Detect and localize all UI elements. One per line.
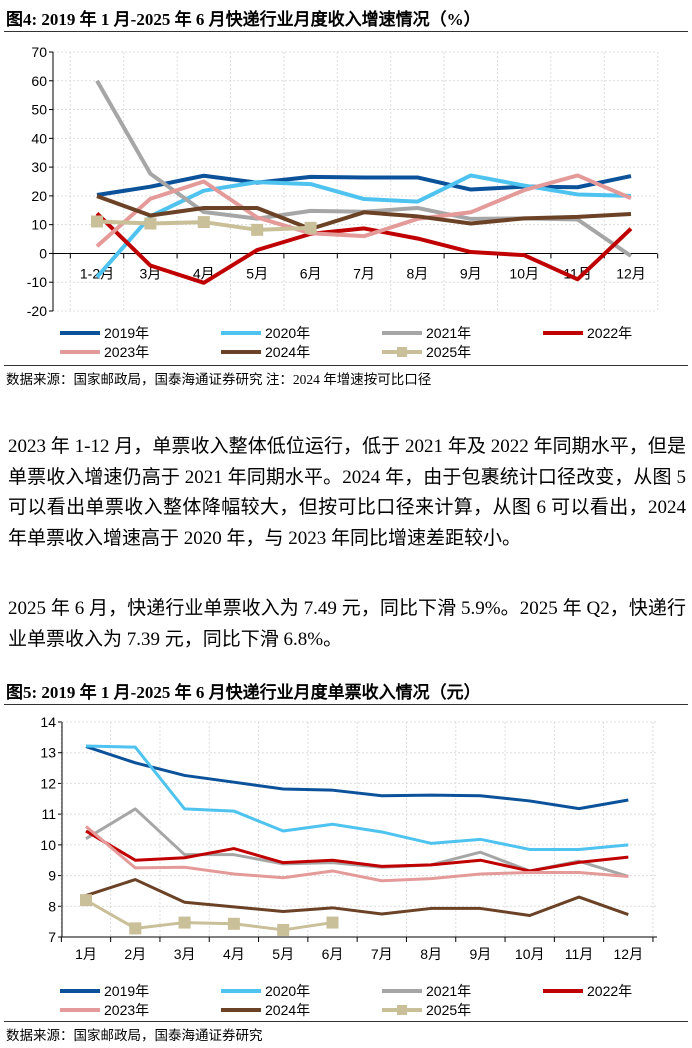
data-point — [129, 922, 142, 935]
series-line-2022年 — [85, 829, 629, 873]
data-point — [80, 894, 92, 907]
y-tick-label: 10 — [40, 837, 56, 853]
x-tick-label: 8月 — [420, 946, 442, 962]
x-tick-label: 10月 — [509, 265, 539, 281]
x-tick-label: 8月 — [407, 265, 429, 281]
data-point — [277, 923, 290, 936]
x-tick-label: 6月 — [300, 265, 322, 281]
source-rule — [4, 365, 688, 366]
y-tick-label: 7 — [48, 929, 56, 945]
legend-label: 2019年 — [104, 325, 149, 341]
legend-label: 2023年 — [104, 344, 149, 360]
data-point — [326, 916, 339, 929]
y-tick-label: 8 — [48, 898, 56, 914]
x-tick-label: 5月 — [272, 946, 294, 962]
x-tick-label: 7月 — [353, 265, 375, 281]
legend-label: 2024年 — [265, 1002, 310, 1018]
x-tick-label: 5月 — [246, 265, 268, 281]
x-tick-label: 9月 — [470, 946, 492, 962]
x-tick-label: 12月 — [614, 946, 644, 962]
y-tick-label: 30 — [31, 159, 47, 175]
data-point — [251, 223, 264, 236]
series-line-2024年 — [85, 878, 629, 917]
data-point — [197, 216, 210, 229]
source-rule — [4, 1021, 688, 1022]
series-line-2019年 — [85, 745, 629, 811]
figure-5-chart: 14 13 12 11 10 9 8 7 1月 2月 3月 4月 5月 6月 7月 8月 9月 10月 11月 12月… — [40, 714, 657, 1018]
legend-label: 2020年 — [265, 983, 310, 999]
legend-marker — [397, 347, 407, 357]
x-tick-label: 9月 — [460, 265, 482, 281]
data-point — [304, 221, 317, 234]
y-tick-label: 13 — [40, 745, 56, 761]
legend-label: 2023年 — [104, 1002, 149, 1018]
y-tick-label: 0 — [39, 245, 47, 261]
figure-5-source: 数据来源：国家邮政局，国泰海通证券研究 — [6, 1028, 263, 1043]
x-tick-label: 3月 — [140, 265, 162, 281]
legend-label: 2022年 — [587, 325, 632, 341]
x-tick-label: 10月 — [515, 946, 545, 962]
data-point — [144, 217, 157, 230]
y-tick-label: 20 — [31, 188, 47, 204]
x-tick-label: 1-2月 — [80, 265, 114, 281]
y-tick-label: 14 — [40, 714, 56, 730]
x-tick-label: 3月 — [174, 946, 196, 962]
x-tick-label: 1月 — [75, 946, 97, 962]
legend-label: 2021年 — [426, 983, 471, 999]
figure-4-title: 图4: 2019 年 1 月-2025 年 6 月快递行业月度收入增速情况（%） — [6, 10, 481, 29]
legend-marker — [397, 1005, 407, 1015]
paragraph-2: 2025 年 6 月，快递行业单票收入为 7.49 元，同比下滑 5.9%。20… — [8, 598, 686, 650]
legend-label: 2025年 — [426, 1002, 471, 1018]
paragraph-1: 2023 年 1-12 月，单票收入整体低位运行，低于 2021 年及 2022… — [8, 436, 686, 549]
figure-4-source: 数据来源：国家邮政局，国泰海通证券研究 注：2024 年增速按可比口径 — [6, 372, 432, 387]
x-tick-label: 7月 — [371, 946, 393, 962]
x-tick-label: 11月 — [565, 946, 594, 962]
y-tick-label: 11 — [41, 806, 56, 822]
legend-label: 2021年 — [426, 325, 471, 341]
data-point — [178, 916, 191, 929]
y-tick-label: 60 — [31, 73, 47, 89]
data-point — [227, 917, 240, 930]
y-tick-label: 12 — [40, 775, 56, 791]
x-tick-label: 2月 — [124, 946, 146, 962]
legend-label: 2019年 — [104, 983, 149, 999]
data-point — [91, 215, 103, 228]
x-tick-label: 6月 — [322, 946, 344, 962]
legend-label: 2022年 — [587, 983, 632, 999]
legend-label: 2024年 — [265, 344, 310, 360]
y-tick-label: -20 — [27, 303, 47, 319]
y-tick-label: 10 — [31, 217, 47, 233]
series-line-2020年 — [85, 744, 629, 851]
x-tick-label: 12月 — [616, 265, 646, 281]
figure-5-title: 图5: 2019 年 1 月-2025 年 6 月快递行业月度单票收入情况（元） — [6, 683, 481, 702]
x-tick-label: 4月 — [223, 946, 245, 962]
title-rule — [4, 31, 688, 32]
title-rule — [4, 704, 688, 705]
y-tick-label: -10 — [27, 274, 47, 290]
y-tick-label: 40 — [31, 130, 47, 146]
legend-label: 2020年 — [265, 325, 310, 341]
y-tick-label: 9 — [48, 868, 56, 884]
y-tick-label: 70 — [31, 44, 47, 60]
series-line-2025年 — [85, 898, 333, 932]
series-line-2023年 — [85, 825, 629, 883]
legend-label: 2025年 — [426, 344, 471, 360]
y-tick-label: 50 — [31, 102, 47, 118]
